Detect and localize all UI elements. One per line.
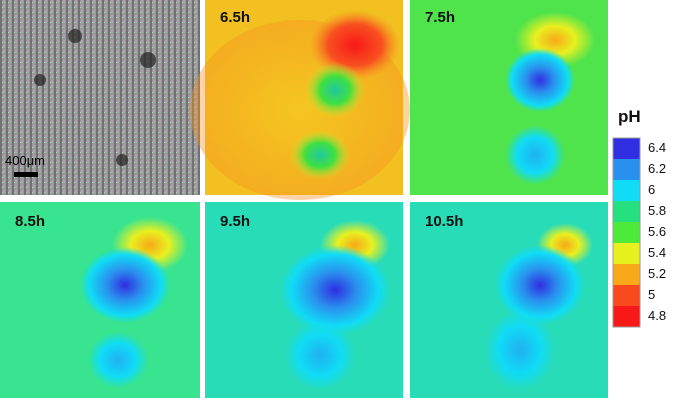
- panel-label: 9.5h: [220, 213, 250, 230]
- color-swatch: [613, 180, 640, 201]
- colorbar-tick-label: 6.2: [648, 161, 666, 176]
- ph-map: 10.5h: [410, 202, 608, 398]
- color-swatch: [613, 222, 640, 243]
- color-swatch: [613, 201, 640, 222]
- colorbar-tick-label: 6.4: [648, 140, 666, 155]
- colorbar-tick-label: 5.4: [648, 245, 666, 260]
- color-swatch: [613, 285, 640, 306]
- ph-map: 6.5h: [190, 0, 410, 200]
- color-swatch: [613, 138, 640, 159]
- scale-label: 400μm: [5, 153, 45, 168]
- ph-map: 7.5h: [410, 0, 608, 195]
- color-swatch: [613, 264, 640, 285]
- colorbar-tick-label: 6: [648, 182, 655, 197]
- colorbar-tick-label: 5: [648, 287, 655, 302]
- colorbar-tick-label: 5.6: [648, 224, 666, 239]
- colorbar-tick-label: 5.8: [648, 203, 666, 218]
- color-swatch: [613, 159, 640, 180]
- micrograph: 400μm: [0, 0, 200, 195]
- colorbar-title: pH: [618, 107, 641, 126]
- panel-label: 6.5h: [220, 9, 250, 26]
- panel-label: 10.5h: [425, 213, 463, 230]
- colorbar-frame: [612, 137, 641, 328]
- panel-label: 7.5h: [425, 9, 455, 26]
- color-swatch: [613, 243, 640, 264]
- ph-map: 8.5h: [0, 202, 200, 398]
- colorbar-tick-label: 5.2: [648, 266, 666, 281]
- ph-map: 9.5h: [205, 202, 403, 398]
- colorbar: pH 6.4 6.2 6 5.8 5.6 5.4 5.2 5 4.8: [612, 107, 666, 328]
- color-swatch: [613, 306, 640, 327]
- panel-label: 8.5h: [15, 213, 45, 230]
- colorbar-tick-label: 4.8: [648, 308, 666, 323]
